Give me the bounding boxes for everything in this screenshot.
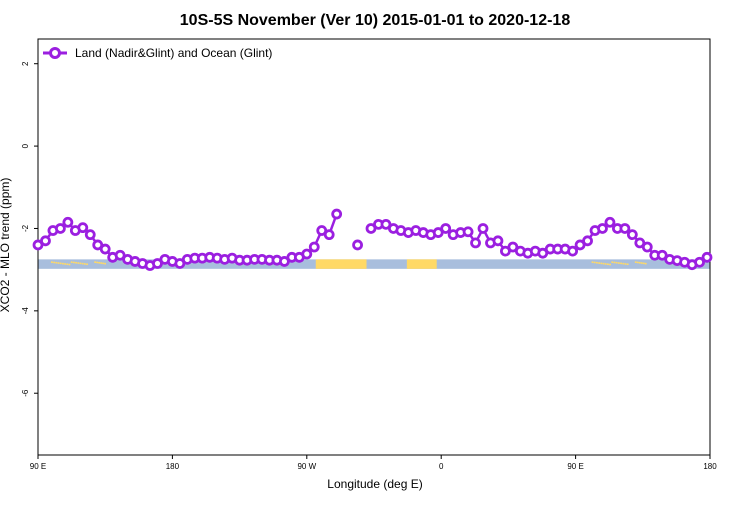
data-point bbox=[308, 241, 320, 253]
data-point bbox=[694, 256, 705, 268]
island-dot bbox=[98, 261, 101, 264]
data-point bbox=[84, 229, 96, 241]
island-dot bbox=[596, 261, 598, 264]
island-dot bbox=[57, 262, 60, 264]
series-layer bbox=[32, 208, 713, 271]
y-tick-label: -4 bbox=[21, 307, 30, 315]
y-tick-label: 0 bbox=[21, 143, 30, 148]
data-point bbox=[462, 226, 474, 238]
island-dot bbox=[611, 261, 614, 263]
island-dot bbox=[102, 262, 105, 265]
island-dot bbox=[622, 262, 625, 265]
island-dot bbox=[75, 261, 78, 264]
island-dot bbox=[94, 261, 97, 263]
data-point bbox=[604, 216, 616, 228]
island-dot bbox=[51, 261, 53, 263]
x-tick-label: 90 E bbox=[30, 462, 46, 471]
island-dot bbox=[81, 262, 84, 265]
island-dot bbox=[613, 261, 616, 264]
island-dot bbox=[77, 262, 80, 264]
island-dot bbox=[70, 261, 73, 263]
island-dot bbox=[638, 261, 641, 264]
island-dot bbox=[83, 263, 86, 265]
island-dot bbox=[617, 262, 620, 264]
island-dot bbox=[62, 262, 64, 265]
island-dot bbox=[624, 263, 627, 265]
island-dot bbox=[642, 262, 645, 265]
island-dot bbox=[55, 261, 58, 264]
data-point bbox=[323, 229, 335, 241]
island-dot bbox=[96, 261, 99, 264]
island-dot bbox=[607, 263, 609, 266]
y-tick-label: 2 bbox=[21, 61, 30, 66]
island-dot bbox=[79, 262, 82, 265]
island-dot bbox=[593, 261, 596, 264]
land-span bbox=[315, 259, 367, 269]
island-dot bbox=[598, 262, 601, 264]
data-point bbox=[567, 245, 579, 257]
x-tick-label: 180 bbox=[166, 462, 180, 471]
island-dot bbox=[59, 262, 62, 265]
data-point bbox=[626, 229, 638, 241]
data-point bbox=[62, 216, 74, 228]
island-dot bbox=[602, 262, 605, 265]
legend-label: Land (Nadir&Glint) and Ocean (Glint) bbox=[75, 46, 272, 60]
land-ocean-strip bbox=[38, 259, 710, 269]
island-dot bbox=[620, 262, 622, 265]
island-dot bbox=[609, 263, 611, 266]
data-point bbox=[701, 251, 713, 263]
island-dot bbox=[604, 263, 607, 265]
data-point bbox=[470, 237, 481, 249]
data-point bbox=[582, 235, 593, 247]
island-dot bbox=[634, 261, 637, 263]
data-point bbox=[301, 248, 313, 260]
island-dot bbox=[66, 263, 69, 266]
chart-title: 10S-5S November (Ver 10) 2015-01-01 to 2… bbox=[180, 12, 571, 29]
x-tick-label: 180 bbox=[703, 462, 717, 471]
island-dot bbox=[104, 262, 107, 265]
x-axis-label: Longitude (deg E) bbox=[327, 477, 422, 491]
island-dot bbox=[73, 261, 75, 264]
y-tick-label: -2 bbox=[21, 224, 30, 232]
island-dot bbox=[53, 261, 56, 264]
island-dot bbox=[600, 262, 603, 265]
island-dot bbox=[626, 263, 629, 266]
island-dot bbox=[644, 262, 647, 265]
data-point bbox=[597, 223, 608, 234]
island-dot bbox=[636, 261, 639, 264]
x-tick-label: 90 W bbox=[297, 462, 316, 471]
data-point bbox=[352, 239, 363, 251]
x-tick-label: 0 bbox=[439, 462, 444, 471]
data-point bbox=[477, 223, 489, 234]
island-dot bbox=[64, 263, 67, 265]
data-point bbox=[77, 222, 89, 234]
data-point bbox=[440, 223, 452, 234]
ocean-band bbox=[38, 259, 710, 269]
data-point bbox=[641, 241, 653, 253]
data-point bbox=[40, 235, 51, 247]
data-point bbox=[55, 223, 66, 234]
y-axis-label: XCO2 - MLO trend (ppm) bbox=[0, 178, 12, 313]
island-dot bbox=[86, 263, 88, 266]
legend-marker bbox=[49, 47, 61, 59]
land-span bbox=[406, 259, 437, 269]
data-point bbox=[619, 223, 631, 234]
y-tick-label: -6 bbox=[21, 389, 30, 397]
island-dot bbox=[640, 262, 643, 264]
data-point bbox=[99, 243, 111, 255]
data-point bbox=[331, 208, 343, 220]
island-dot bbox=[591, 261, 594, 263]
island-dot bbox=[68, 263, 71, 266]
island-dot bbox=[615, 261, 618, 264]
x-tick-label: 90 E bbox=[567, 462, 583, 471]
data-point bbox=[492, 235, 504, 247]
legend: Land (Nadir&Glint) and Ocean (Glint) bbox=[43, 46, 272, 60]
island-dot bbox=[100, 262, 103, 264]
